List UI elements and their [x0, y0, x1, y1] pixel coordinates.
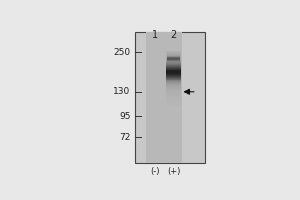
- Bar: [166, 66, 181, 67]
- Bar: [167, 53, 180, 54]
- Bar: [166, 105, 181, 106]
- Bar: [166, 51, 181, 52]
- Bar: [166, 82, 181, 83]
- Bar: [166, 94, 181, 95]
- Bar: [166, 71, 181, 72]
- Bar: [166, 76, 181, 77]
- Bar: [166, 89, 181, 90]
- Bar: [167, 56, 180, 57]
- Bar: [166, 57, 181, 58]
- Bar: [166, 73, 181, 74]
- Bar: [166, 90, 181, 91]
- Bar: [166, 53, 181, 54]
- Bar: [167, 57, 180, 58]
- Bar: [166, 92, 181, 93]
- Bar: [166, 81, 181, 82]
- Bar: [166, 74, 181, 75]
- Bar: [166, 61, 181, 62]
- Bar: [166, 85, 181, 86]
- Bar: [167, 60, 180, 61]
- Bar: [166, 65, 181, 66]
- Bar: [166, 60, 181, 61]
- Bar: [167, 62, 180, 63]
- Bar: [166, 55, 181, 56]
- Bar: [166, 64, 181, 65]
- Text: 130: 130: [113, 87, 130, 96]
- Bar: [167, 55, 180, 56]
- Bar: [135, 32, 205, 163]
- Bar: [166, 62, 181, 63]
- Text: 1: 1: [152, 30, 158, 40]
- Bar: [166, 97, 181, 98]
- Bar: [167, 63, 180, 64]
- Bar: [166, 67, 181, 68]
- Bar: [166, 83, 181, 84]
- Bar: [166, 59, 181, 60]
- Bar: [167, 61, 180, 62]
- Bar: [166, 79, 181, 80]
- Bar: [167, 59, 180, 60]
- Bar: [166, 56, 181, 57]
- Bar: [166, 98, 181, 99]
- Bar: [166, 104, 181, 105]
- Bar: [167, 65, 180, 66]
- Bar: [166, 52, 181, 53]
- Text: 2: 2: [170, 30, 177, 40]
- Bar: [166, 75, 181, 76]
- Bar: [166, 87, 181, 88]
- Bar: [167, 64, 180, 65]
- Bar: [167, 58, 180, 59]
- Bar: [166, 63, 181, 64]
- Bar: [166, 77, 181, 78]
- Bar: [166, 72, 181, 73]
- Bar: [166, 91, 181, 92]
- Bar: [167, 54, 180, 55]
- Bar: [166, 58, 181, 59]
- Text: (-): (-): [150, 167, 160, 176]
- Bar: [166, 101, 181, 102]
- Bar: [166, 100, 181, 101]
- Bar: [166, 84, 181, 85]
- Bar: [166, 88, 181, 89]
- Bar: [166, 86, 181, 87]
- Text: (+): (+): [167, 167, 180, 176]
- Bar: [166, 103, 181, 104]
- Bar: [166, 69, 181, 70]
- Bar: [167, 52, 180, 53]
- Bar: [166, 102, 181, 103]
- Bar: [166, 70, 181, 71]
- Bar: [146, 32, 182, 163]
- Bar: [166, 68, 181, 69]
- Bar: [166, 93, 181, 94]
- Bar: [166, 95, 181, 96]
- Bar: [166, 96, 181, 97]
- Bar: [166, 54, 181, 55]
- Text: 72: 72: [119, 133, 130, 142]
- Bar: [166, 80, 181, 81]
- Text: 250: 250: [113, 48, 130, 57]
- Bar: [166, 78, 181, 79]
- Text: 95: 95: [119, 112, 130, 121]
- Bar: [166, 99, 181, 100]
